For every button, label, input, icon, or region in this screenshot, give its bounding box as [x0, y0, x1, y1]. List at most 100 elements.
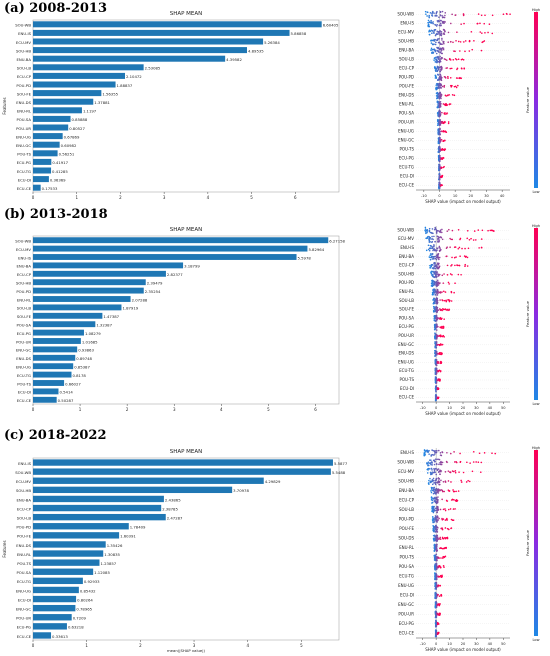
- shap-point: [449, 237, 451, 240]
- bar-value-label: 0.60982: [61, 143, 77, 148]
- shap-point: [448, 228, 450, 231]
- shap-point: [437, 262, 439, 265]
- bar: [33, 321, 96, 328]
- shap-point: [426, 15, 428, 17]
- feature-label: SOU-HB: [398, 39, 414, 44]
- shap-point: [435, 592, 437, 595]
- bar-value-label: 6.27158: [329, 238, 345, 243]
- bar-category-label: POU-FE: [17, 534, 32, 539]
- shap-point: [509, 13, 511, 15]
- shap-point: [434, 604, 437, 607]
- shap-point: [432, 310, 435, 312]
- shap-point: [426, 449, 428, 451]
- shap-point: [440, 14, 442, 17]
- bar: [33, 486, 233, 494]
- bar: [33, 632, 52, 639]
- shap-point: [440, 184, 443, 186]
- shap-point: [438, 517, 440, 520]
- shap-point: [434, 525, 436, 528]
- shap-point: [450, 527, 453, 529]
- shap-point: [435, 577, 438, 579]
- bar-category-label: ENU-BA: [17, 497, 32, 502]
- shap-point: [429, 30, 432, 33]
- shap-point: [440, 527, 442, 530]
- shap-point: [431, 32, 433, 35]
- bar-value-label: 0.66027: [65, 381, 81, 386]
- shap-point: [439, 70, 441, 73]
- shap-point: [438, 147, 441, 150]
- bar-value-label: 4.89535: [248, 48, 264, 53]
- shap-point: [432, 517, 435, 520]
- shap-point: [437, 142, 440, 145]
- shap-point: [430, 486, 433, 489]
- bar-x-tick-label: 5: [300, 643, 303, 648]
- shap-point: [433, 49, 436, 52]
- shap-point: [441, 517, 443, 520]
- shap-point: [427, 244, 430, 247]
- shap-point: [448, 58, 451, 61]
- bar-x-tick-label: 6: [314, 407, 317, 412]
- shap-point: [442, 48, 445, 51]
- beeswarm-chart-b: SOU-WB ECU-MV ENU-IS ENU-BA ECU-CP SOU-HB POU-…: [397, 224, 540, 416]
- shap-point: [435, 578, 437, 581]
- shap-point: [434, 77, 437, 79]
- shap-point: [442, 299, 444, 302]
- feature-label: ENU-IS: [400, 450, 414, 455]
- shap-point: [449, 508, 452, 510]
- shap-point: [430, 271, 432, 274]
- shap-point: [433, 520, 436, 523]
- bar: [33, 262, 184, 269]
- shap-point: [434, 548, 437, 551]
- shap-point: [439, 461, 442, 464]
- shap-point: [434, 527, 437, 529]
- shap-point: [435, 82, 438, 85]
- shap-point: [435, 270, 437, 273]
- shap-point: [430, 463, 432, 466]
- shap-point: [440, 326, 443, 329]
- bar-category-label: ECU-MV: [16, 247, 31, 252]
- shap-point: [436, 317, 439, 320]
- shap-point: [459, 255, 461, 258]
- shap-point: [454, 85, 457, 88]
- bar-value-label: 0.7209: [73, 616, 87, 621]
- shap-point: [432, 257, 435, 260]
- shap-point: [425, 249, 428, 252]
- shap-point: [436, 106, 439, 109]
- shap-point: [430, 490, 432, 492]
- shap-point: [437, 622, 439, 624]
- shap-point: [458, 264, 460, 267]
- bar-value-label: 0.67869: [64, 134, 80, 139]
- shap-point: [437, 492, 440, 494]
- bar-category-label: POU-SA: [16, 117, 31, 122]
- shap-point: [437, 388, 439, 391]
- shap-point: [436, 94, 439, 97]
- shap-point: [442, 564, 445, 567]
- bar-category-label: ECU-CP: [17, 74, 32, 79]
- shap-point: [446, 112, 448, 114]
- shap-point: [439, 536, 442, 539]
- shap-point: [436, 612, 438, 615]
- shap-point: [439, 22, 442, 25]
- shap-point: [455, 461, 457, 463]
- shap-point: [427, 19, 430, 22]
- shap-point: [452, 58, 455, 61]
- shap-point: [431, 270, 434, 273]
- shap-point: [442, 537, 445, 540]
- shap-point: [433, 291, 435, 294]
- shap-point: [435, 300, 437, 303]
- bar-value-label: 4.39582: [226, 57, 242, 62]
- shap-point: [476, 22, 479, 25]
- shap-point: [464, 256, 467, 258]
- shap-point: [434, 24, 437, 26]
- shap-point: [444, 112, 446, 114]
- bar: [33, 380, 65, 386]
- shap-point: [466, 237, 469, 240]
- shap-point: [457, 40, 460, 43]
- feature-label: POU-UR: [398, 120, 414, 125]
- shap-point: [436, 334, 439, 337]
- shap-point: [435, 632, 437, 635]
- shap-point: [436, 306, 439, 309]
- bee-x-axis-label: SHAP value (impact on model output): [425, 199, 501, 204]
- shap-point: [428, 33, 431, 36]
- bar-x-tick-label: 0: [32, 195, 35, 200]
